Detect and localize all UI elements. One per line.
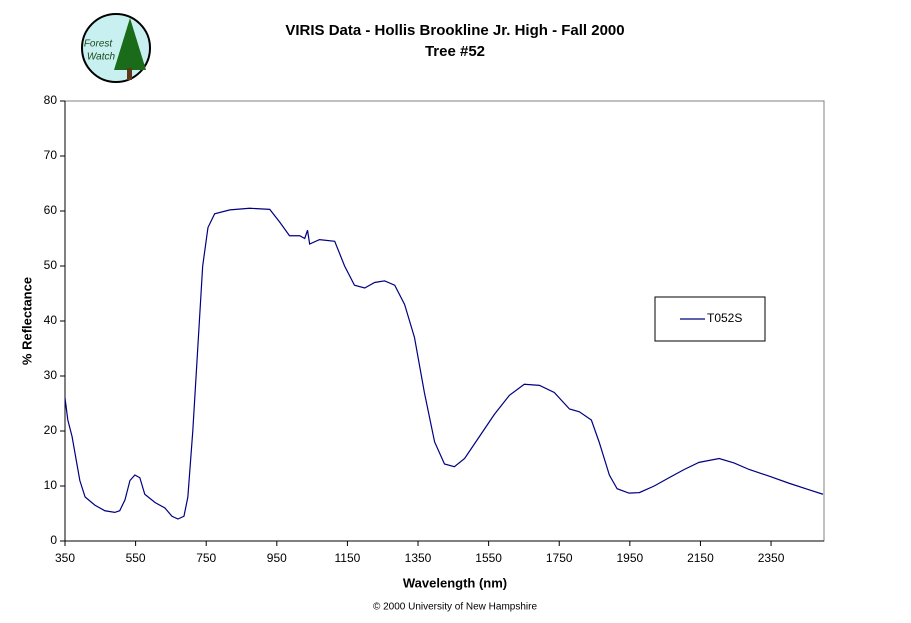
- chart-subtitle: Tree #52: [425, 43, 485, 60]
- x-tick-label: 750: [196, 551, 216, 565]
- y-tick-label: 50: [44, 258, 58, 272]
- y-tick-label: 40: [44, 313, 58, 327]
- x-tick-label: 2350: [758, 551, 785, 565]
- y-tick-label: 80: [44, 93, 58, 107]
- y-tick-label: 30: [44, 368, 58, 382]
- logo: Forest Watch: [81, 13, 151, 83]
- y-tick-label: 60: [44, 203, 58, 217]
- logo-trunk: [127, 68, 132, 80]
- y-tick-label: 0: [50, 533, 57, 547]
- x-tick-label: 1550: [475, 551, 502, 565]
- x-tick-label: 350: [55, 551, 75, 565]
- x-tick-label: 1350: [405, 551, 432, 565]
- chart-title: VIRIS Data - Hollis Brookline Jr. High -…: [285, 22, 624, 39]
- x-tick-label: 1750: [546, 551, 573, 565]
- legend-box: [654, 296, 766, 342]
- data-line: [64, 207, 824, 520]
- legend-label: T052S: [707, 311, 742, 325]
- logo-tree: [114, 18, 146, 70]
- logo-text: Forest: [84, 39, 114, 50]
- y-tick-label: 70: [44, 148, 58, 162]
- y-tick-label: 10: [44, 478, 58, 492]
- footer: © 2000 University of New Hampshire: [373, 602, 538, 613]
- x-tick-label: 550: [126, 551, 146, 565]
- x-tick-label: 2150: [687, 551, 714, 565]
- logo-text: Watch: [87, 52, 116, 63]
- x-tick-label: 950: [267, 551, 287, 565]
- x-axis-label: Wavelength (nm): [403, 575, 507, 590]
- x-tick-label: 1150: [335, 551, 361, 565]
- y-axis-label: % Reflectance: [19, 277, 34, 365]
- x-tick-label: 1950: [616, 551, 643, 565]
- y-tick-label: 20: [44, 423, 58, 437]
